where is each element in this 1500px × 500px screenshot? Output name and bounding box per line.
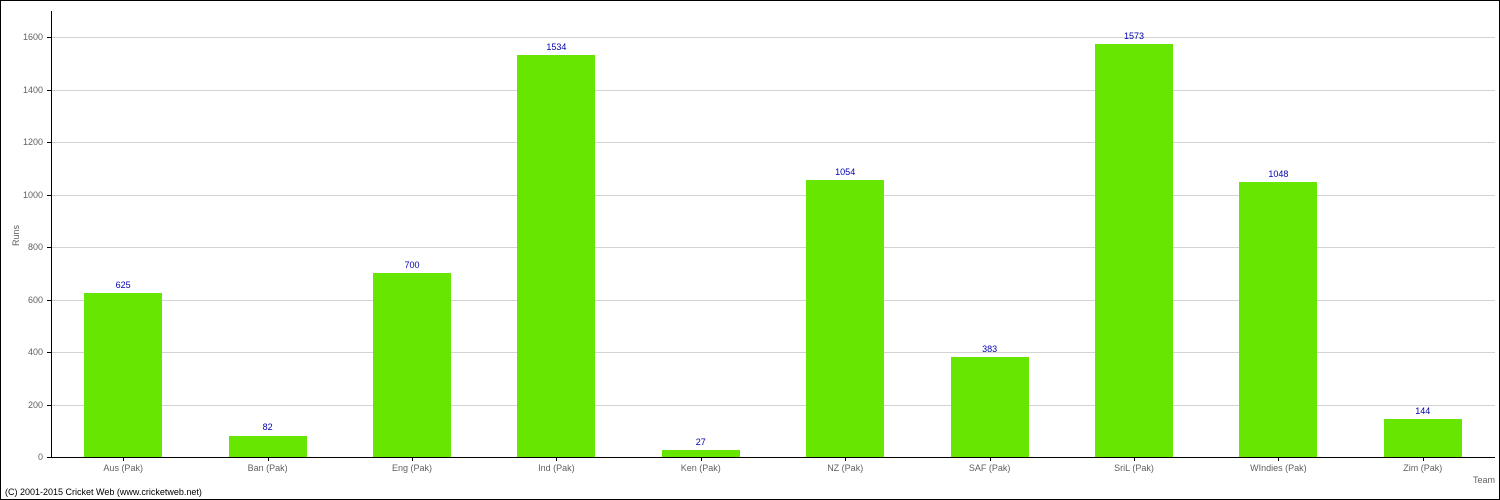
y-tick-mark <box>47 352 51 353</box>
y-tick-label: 600 <box>13 295 43 305</box>
x-tick-mark <box>556 457 557 461</box>
y-tick-label: 1400 <box>13 85 43 95</box>
y-axis-label: Runs <box>11 225 21 246</box>
y-tick-mark <box>47 247 51 248</box>
bar-value-label: 27 <box>696 437 706 447</box>
bar <box>1095 44 1173 457</box>
bar-value-label: 1534 <box>546 42 566 52</box>
bar <box>517 55 595 457</box>
gridline <box>51 90 1495 91</box>
bar-value-label: 1573 <box>1124 31 1144 41</box>
y-tick-mark <box>47 37 51 38</box>
y-tick-label: 1200 <box>13 137 43 147</box>
x-axis-label: Team <box>1473 475 1495 485</box>
x-tick-label: Ken (Pak) <box>681 463 721 473</box>
x-tick-label: WIndies (Pak) <box>1250 463 1307 473</box>
bar-value-label: 144 <box>1415 406 1430 416</box>
x-tick-label: SriL (Pak) <box>1114 463 1154 473</box>
bar-value-label: 82 <box>263 422 273 432</box>
x-tick-mark <box>1134 457 1135 461</box>
x-tick-label: Aus (Pak) <box>103 463 143 473</box>
y-axis <box>51 11 52 457</box>
y-tick-mark <box>47 300 51 301</box>
x-tick-label: Ind (Pak) <box>538 463 575 473</box>
x-tick-label: NZ (Pak) <box>827 463 863 473</box>
x-tick-mark <box>123 457 124 461</box>
y-tick-mark <box>47 195 51 196</box>
x-tick-mark <box>1423 457 1424 461</box>
y-tick-mark <box>47 405 51 406</box>
y-tick-label: 1600 <box>13 32 43 42</box>
copyright-text: (C) 2001-2015 Cricket Web (www.cricketwe… <box>5 487 202 497</box>
plot-area: 02004006008001000120014001600Runs625Aus … <box>51 11 1495 457</box>
bar <box>806 180 884 457</box>
y-tick-label: 0 <box>13 452 43 462</box>
x-tick-label: Zim (Pak) <box>1403 463 1442 473</box>
x-tick-mark <box>845 457 846 461</box>
bar <box>373 273 451 457</box>
bar-value-label: 700 <box>404 260 419 270</box>
bar-value-label: 1048 <box>1268 169 1288 179</box>
chart-frame: 02004006008001000120014001600Runs625Aus … <box>0 0 1500 500</box>
gridline <box>51 142 1495 143</box>
y-tick-label: 1000 <box>13 190 43 200</box>
x-tick-label: SAF (Pak) <box>969 463 1011 473</box>
y-tick-mark <box>47 457 51 458</box>
bar <box>84 293 162 457</box>
y-tick-mark <box>47 90 51 91</box>
bar-value-label: 625 <box>116 280 131 290</box>
bar <box>229 436 307 458</box>
bar <box>662 450 740 457</box>
x-tick-mark <box>701 457 702 461</box>
y-tick-mark <box>47 142 51 143</box>
x-tick-mark <box>268 457 269 461</box>
y-tick-label: 400 <box>13 347 43 357</box>
bar <box>1384 419 1462 457</box>
x-tick-label: Ban (Pak) <box>248 463 288 473</box>
x-tick-mark <box>1278 457 1279 461</box>
bar-value-label: 1054 <box>835 167 855 177</box>
gridline <box>51 37 1495 38</box>
x-tick-label: Eng (Pak) <box>392 463 432 473</box>
bar-value-label: 383 <box>982 344 997 354</box>
y-tick-label: 200 <box>13 400 43 410</box>
bar <box>1239 182 1317 457</box>
x-tick-mark <box>412 457 413 461</box>
bar <box>951 357 1029 457</box>
x-tick-mark <box>990 457 991 461</box>
